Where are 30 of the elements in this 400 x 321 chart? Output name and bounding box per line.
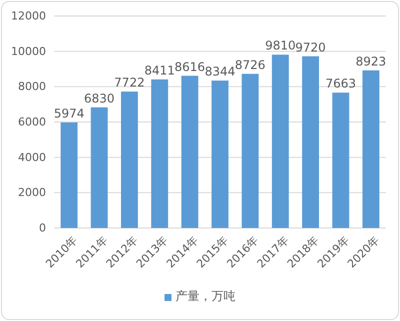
data-label: 8616 <box>174 60 206 74</box>
data-label: 8411 <box>144 63 175 78</box>
bar <box>332 92 350 228</box>
y-tick-label: 4000 <box>18 150 46 164</box>
data-label: 8726 <box>234 58 266 72</box>
y-tick-label: 2000 <box>18 186 46 200</box>
y-tick-label: 12000 <box>11 10 46 23</box>
data-label: 9810 <box>265 38 296 53</box>
data-label: 8923 <box>356 54 386 68</box>
bar <box>121 92 138 228</box>
y-tick-label: 10000 <box>11 44 46 58</box>
y-tick-label: 8000 <box>18 80 46 94</box>
bar <box>272 54 289 228</box>
bar <box>60 122 78 228</box>
bar <box>362 70 380 228</box>
legend-label: 产量，万吨 <box>176 289 236 304</box>
y-tick-label: 6000 <box>18 116 46 129</box>
data-label: 6830 <box>84 91 115 106</box>
bar <box>302 56 319 228</box>
bar <box>90 107 108 228</box>
data-label: 5974 <box>54 106 84 120</box>
data-label: 9720 <box>295 40 326 54</box>
y-tick-label: 0 <box>39 222 46 235</box>
bar <box>242 74 259 228</box>
bar <box>181 76 198 228</box>
data-label: 8344 <box>204 64 236 79</box>
bar <box>151 79 168 228</box>
bar <box>212 80 228 228</box>
data-label: 7722 <box>114 76 145 90</box>
data-label: 7663 <box>325 76 356 91</box>
